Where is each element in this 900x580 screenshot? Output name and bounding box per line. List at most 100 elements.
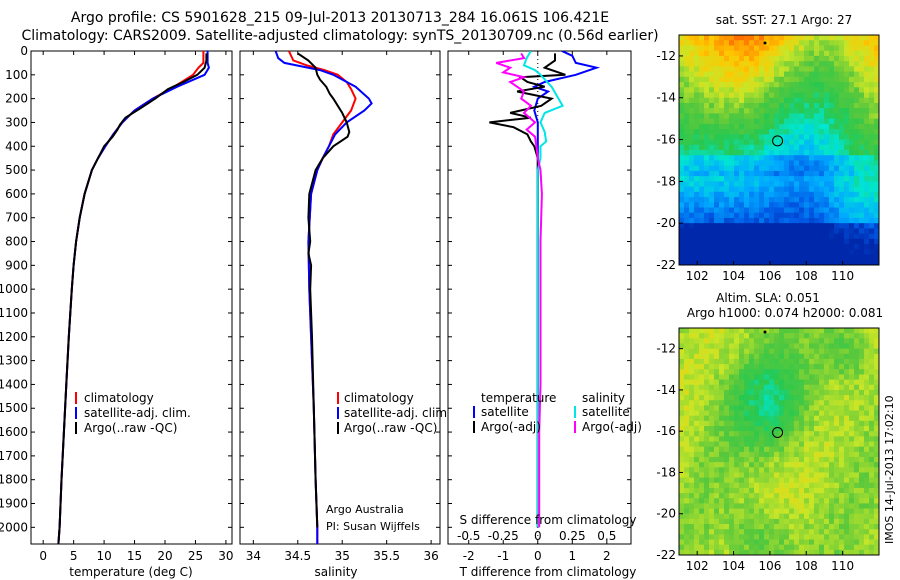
heatmap-cell xyxy=(699,197,705,203)
heatmap-cell xyxy=(784,233,790,240)
heatmap-cell xyxy=(699,477,705,484)
heatmap-cell xyxy=(779,223,785,230)
heatmap-cell xyxy=(834,97,840,104)
heatmap-cell xyxy=(874,493,879,499)
heatmap-cell xyxy=(789,254,795,261)
heatmap-cell xyxy=(824,238,830,245)
heatmap-cell xyxy=(729,259,735,265)
heatmap-cell xyxy=(704,186,710,193)
heatmap-cell xyxy=(709,426,715,432)
heatmap-cell xyxy=(864,353,870,360)
heatmap-cell xyxy=(859,482,865,489)
heatmap-cell xyxy=(719,61,725,67)
heatmap-cell xyxy=(849,45,855,52)
heatmap-cell xyxy=(744,134,750,141)
heatmap-cell xyxy=(789,431,795,437)
heatmap-cell xyxy=(764,165,770,172)
heatmap-cell xyxy=(819,508,825,515)
heatmap-cell xyxy=(724,155,730,162)
heatmap-cell xyxy=(859,513,865,520)
heatmap-cell xyxy=(684,118,690,125)
depth-tick-label: 1900 xyxy=(0,497,28,511)
heatmap-cell xyxy=(719,160,725,167)
difference-series xyxy=(489,51,601,544)
heatmap-cell xyxy=(734,369,740,376)
heatmap-cell xyxy=(689,150,695,156)
heatmap-cell xyxy=(739,524,745,530)
heatmap-cell xyxy=(784,191,790,198)
heatmap-cell xyxy=(734,549,740,555)
heatmap-cell xyxy=(864,259,870,265)
heatmap-cell xyxy=(834,529,840,535)
heatmap-cell xyxy=(844,139,850,146)
heatmap-cell xyxy=(754,249,760,256)
heatmap-cell xyxy=(874,436,879,443)
heatmap-cell xyxy=(789,493,795,499)
heatmap-cell xyxy=(844,389,850,396)
heatmap-cell xyxy=(689,487,695,494)
heatmap-cell xyxy=(804,108,810,115)
heatmap-cell xyxy=(874,97,879,104)
heatmap-cell xyxy=(754,176,760,182)
heatmap-cell xyxy=(874,410,879,417)
heatmap-cell xyxy=(754,155,760,162)
heatmap-cell xyxy=(839,472,845,479)
heatmap-cell xyxy=(814,207,820,214)
heatmap-cell xyxy=(684,379,690,386)
heatmap-cell xyxy=(784,462,790,468)
heatmap-cell xyxy=(869,191,875,198)
heatmap-cell xyxy=(829,369,835,376)
heatmap-cell xyxy=(869,207,875,214)
heatmap-cell xyxy=(794,508,800,515)
heatmap-cell xyxy=(854,426,860,432)
heatmap-cell xyxy=(839,539,845,546)
heatmap-cell xyxy=(704,400,710,406)
x-tick-label: 20 xyxy=(157,549,172,563)
heatmap-cell xyxy=(744,123,750,130)
heatmap-cell xyxy=(734,400,740,406)
heatmap-cell xyxy=(859,87,865,94)
heatmap-cell xyxy=(709,118,715,125)
heatmap-cell xyxy=(844,87,850,94)
heatmap-cell xyxy=(809,102,815,109)
heatmap-cell xyxy=(719,244,725,250)
heatmap-cell xyxy=(694,389,700,396)
heatmap-cell xyxy=(854,123,860,130)
heatmap-cell xyxy=(869,186,875,193)
series-argo-raw-qc xyxy=(297,52,351,528)
heatmap-cell xyxy=(849,446,855,453)
heatmap-cell xyxy=(729,503,735,510)
heatmap-cell xyxy=(784,338,790,345)
heatmap-cell xyxy=(814,456,820,463)
heatmap-cell xyxy=(784,513,790,520)
salinity-axes-frame xyxy=(239,50,441,545)
heatmap-cell xyxy=(769,358,775,365)
heatmap-cell xyxy=(834,223,840,230)
heatmap-cell xyxy=(869,487,875,494)
heatmap-cell xyxy=(804,186,810,193)
heatmap-cell xyxy=(834,259,840,265)
heatmap-cell xyxy=(809,539,815,546)
heatmap-cell xyxy=(814,170,820,177)
heatmap-cell xyxy=(869,405,875,412)
heatmap-cell xyxy=(844,35,850,41)
heatmap-cell xyxy=(869,66,875,73)
heatmap-cell xyxy=(689,431,695,437)
heatmap-cell xyxy=(799,113,805,120)
heatmap-cell xyxy=(694,207,700,214)
heatmap-cell xyxy=(809,97,815,104)
heatmap-cell xyxy=(814,544,820,551)
heatmap-cell xyxy=(794,254,800,261)
heatmap-cell xyxy=(764,102,770,109)
heatmap-cell xyxy=(759,144,765,151)
heatmap-cell xyxy=(764,45,770,52)
heatmap-cell xyxy=(869,338,875,345)
heatmap-cell xyxy=(784,379,790,386)
heatmap-cell xyxy=(694,415,700,422)
heatmap-cell xyxy=(759,155,765,162)
heatmap-cell xyxy=(824,202,830,209)
heatmap-cell xyxy=(779,353,785,360)
heatmap-cell xyxy=(754,415,760,422)
heatmap-cell xyxy=(864,233,870,240)
heatmap-cell xyxy=(699,389,705,396)
